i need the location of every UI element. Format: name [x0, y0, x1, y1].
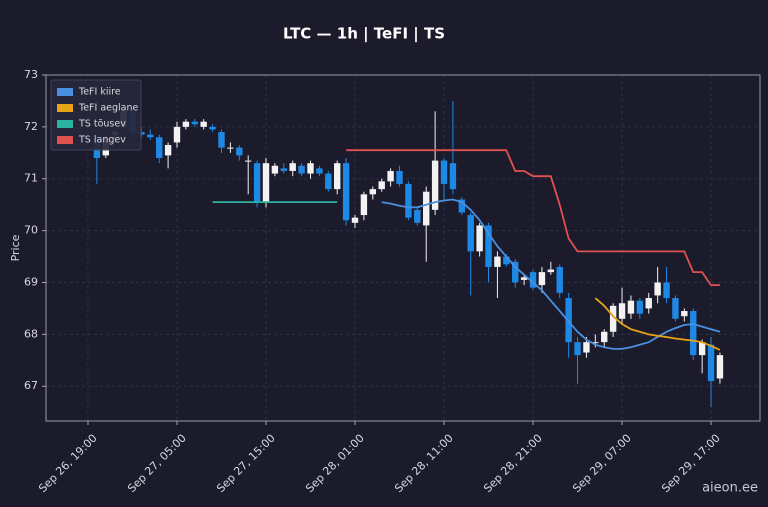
candle-body: [592, 342, 599, 344]
candle-body: [316, 168, 323, 174]
candle-body: [200, 121, 207, 127]
y-tick-label: 72: [24, 120, 38, 133]
candle-body: [574, 342, 581, 356]
candle-body: [182, 121, 190, 127]
candle-body: [262, 163, 270, 203]
candle-body: [547, 269, 555, 273]
watermark: aieon.ee: [702, 481, 758, 496]
candle-body: [485, 225, 492, 267]
candle-body: [654, 282, 661, 296]
overlay-line: [594, 297, 721, 351]
y-tick-label: 69: [24, 275, 38, 288]
legend-label: TeFI kiire: [78, 87, 121, 98]
legend-label: TS tõusev: [78, 119, 126, 130]
candle-body: [458, 199, 466, 213]
candle-body: [707, 344, 715, 382]
candle-body: [681, 311, 688, 317]
candle-body: [334, 163, 341, 190]
candle-body: [236, 147, 243, 156]
y-tick-label: 68: [24, 327, 38, 340]
overlay-line: [346, 149, 720, 286]
candle-body: [690, 311, 697, 356]
candle-body: [271, 165, 279, 174]
candle-body: [325, 173, 332, 190]
legend-swatch: [57, 104, 73, 112]
candle-body: [342, 163, 350, 221]
candle-body: [298, 165, 305, 174]
candle-body: [369, 189, 377, 195]
candle-body: [155, 137, 163, 158]
candle-body: [556, 266, 563, 293]
candle-body: [360, 194, 368, 216]
y-tick-label: 71: [24, 172, 38, 185]
candle-body: [396, 170, 403, 184]
candle-body: [663, 282, 670, 299]
y-tick-label: 70: [24, 224, 38, 237]
candle-body: [636, 300, 644, 314]
legend-label: TS langev: [78, 135, 126, 146]
candle-body: [601, 331, 608, 343]
legend-swatch: [57, 88, 73, 96]
candle-body: [467, 215, 474, 252]
legend-box: [50, 79, 142, 151]
candle-body: [512, 261, 519, 283]
candle-body: [173, 126, 181, 143]
candle-body: [414, 209, 421, 223]
candle-body: [520, 277, 528, 280]
legend-swatch: [57, 120, 73, 128]
candle-body: [449, 163, 457, 190]
candle-body: [618, 303, 626, 319]
plot-frame: [45, 74, 761, 422]
candle-body: [289, 163, 296, 171]
legend-label: TeFI aeglane: [78, 103, 138, 114]
candle-body: [218, 132, 225, 148]
candle-body: [583, 342, 590, 353]
candle-body: [698, 342, 706, 356]
candle-body: [164, 145, 172, 156]
candle-body: [494, 256, 501, 267]
legend-swatch: [57, 136, 73, 144]
candle-body: [423, 191, 430, 226]
candle-body: [716, 355, 724, 379]
candle-body: [609, 305, 617, 332]
candle-body: [209, 126, 216, 130]
candle-body: [147, 134, 154, 138]
y-tick-label: 73: [24, 68, 38, 81]
candle-body: [672, 298, 679, 319]
candle-body: [405, 183, 412, 218]
candle-body: [244, 160, 252, 162]
candle-body: [538, 272, 546, 286]
candle-body: [378, 181, 385, 190]
candle-body: [627, 300, 635, 314]
candle-body: [503, 256, 510, 265]
candle-body: [440, 160, 448, 184]
candle-body: [387, 170, 394, 182]
candle-body: [227, 147, 234, 149]
candle-body: [280, 168, 288, 171]
candle-body: [307, 163, 314, 174]
candle-body: [191, 121, 198, 125]
chart-title: LTC — 1h | TeFI | TS: [283, 25, 445, 44]
candle-body: [476, 225, 483, 252]
y-tick-label: 67: [24, 379, 38, 392]
candle-body: [351, 217, 359, 223]
candle-body: [645, 298, 652, 309]
y-axis-label: Price: [9, 234, 22, 261]
candle-body: [253, 163, 261, 203]
candle-body: [529, 272, 537, 288]
overlay-line: [381, 198, 721, 350]
candle-body: [431, 160, 439, 210]
